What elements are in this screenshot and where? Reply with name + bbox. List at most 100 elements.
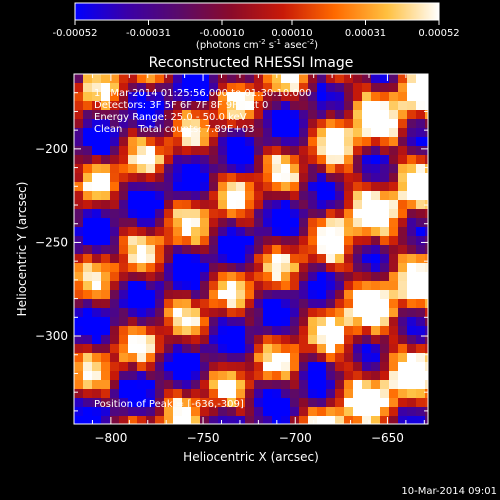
heatmap-cell — [371, 290, 381, 300]
heatmap-cell — [389, 191, 399, 201]
heatmap-cell — [83, 344, 93, 354]
heatmap-cell — [398, 335, 408, 345]
heatmap-cell — [326, 110, 336, 120]
heatmap-cell — [380, 236, 390, 246]
heatmap-cell — [119, 245, 129, 255]
heatmap-cell — [272, 227, 282, 237]
heatmap-cell — [74, 155, 84, 165]
heatmap-cell — [353, 380, 363, 390]
heatmap-cell — [74, 101, 84, 111]
heatmap-cell — [209, 371, 219, 381]
heatmap-cell — [299, 209, 309, 219]
heatmap-cell — [272, 281, 282, 291]
heatmap-cell — [398, 218, 408, 228]
heatmap-cell — [317, 218, 327, 228]
heatmap-cell — [290, 389, 300, 399]
heatmap-cell — [380, 200, 390, 210]
heatmap-cell — [227, 254, 237, 264]
heatmap-cell — [407, 173, 417, 183]
heatmap-cell — [272, 74, 282, 84]
heatmap-cell — [173, 173, 183, 183]
heatmap-cell — [164, 83, 174, 93]
heatmap-cell — [344, 308, 354, 318]
heatmap-cell — [209, 380, 219, 390]
heatmap-cell — [128, 353, 138, 363]
heatmap-cell — [119, 299, 129, 309]
heatmap-cell — [128, 272, 138, 282]
heatmap-cell — [353, 290, 363, 300]
heatmap-cell — [155, 164, 165, 174]
heatmap-cell — [245, 371, 255, 381]
heatmap-cell — [101, 155, 111, 165]
heatmap-cell — [362, 92, 372, 102]
heatmap-cell — [110, 353, 120, 363]
heatmap-cell — [155, 119, 165, 129]
heatmap-cell — [326, 326, 336, 336]
heatmap-cell — [326, 299, 336, 309]
heatmap-cell — [218, 335, 228, 345]
heatmap-cell — [119, 380, 129, 390]
heatmap-cell — [92, 407, 102, 417]
heatmap-cell — [227, 353, 237, 363]
heatmap-cell — [263, 281, 273, 291]
heatmap-cell — [227, 281, 237, 291]
heatmap-cell — [317, 119, 327, 129]
heatmap-cell — [425, 236, 428, 246]
heatmap-cell — [119, 92, 129, 102]
heatmap-cell — [263, 209, 273, 219]
heatmap-cell — [281, 416, 291, 424]
heatmap-cell — [164, 344, 174, 354]
heatmap-cell — [326, 92, 336, 102]
heatmap-cell — [182, 146, 192, 156]
heatmap-cell — [326, 344, 336, 354]
heatmap-cell — [389, 344, 399, 354]
heatmap-cell — [146, 254, 156, 264]
heatmap-cell — [344, 263, 354, 273]
heatmap-cell — [110, 308, 120, 318]
heatmap-cell — [227, 398, 237, 408]
heatmap-cell — [407, 389, 417, 399]
heatmap-cell — [83, 218, 93, 228]
heatmap-cell — [83, 263, 93, 273]
heatmap-cell — [254, 200, 264, 210]
heatmap-cell — [218, 371, 228, 381]
heatmap-cell — [92, 281, 102, 291]
heatmap-cell — [164, 272, 174, 282]
heatmap-cell — [155, 326, 165, 336]
heatmap-cell — [101, 128, 111, 138]
heatmap-cell — [317, 155, 327, 165]
heatmap-cell — [164, 146, 174, 156]
heatmap-cell — [155, 407, 165, 417]
heatmap-cell — [227, 110, 237, 120]
heatmap-cell — [335, 362, 345, 372]
heatmap-cell — [191, 182, 201, 192]
heatmap-cell — [164, 191, 174, 201]
heatmap-cell — [146, 362, 156, 372]
heatmap-cell — [191, 200, 201, 210]
heatmap-cell — [344, 290, 354, 300]
heatmap-cell — [101, 137, 111, 147]
heatmap-cell — [92, 191, 102, 201]
heatmap-cell — [182, 191, 192, 201]
heatmap-cell — [200, 74, 210, 84]
heatmap-cell — [137, 290, 147, 300]
heatmap-cell — [101, 371, 111, 381]
heatmap-cell — [218, 398, 228, 408]
heatmap-cell — [281, 353, 291, 363]
heatmap-cell — [263, 92, 273, 102]
heatmap-cell — [344, 236, 354, 246]
heatmap-cell — [281, 407, 291, 417]
heatmap-cell — [353, 110, 363, 120]
heatmap-cell — [101, 335, 111, 345]
heatmap-cell — [200, 272, 210, 282]
heatmap-cell — [146, 281, 156, 291]
heatmap-cell — [119, 281, 129, 291]
heatmap-cell — [74, 137, 84, 147]
heatmap-cell — [92, 362, 102, 372]
heatmap-cell — [209, 182, 219, 192]
heatmap-cell — [335, 272, 345, 282]
heatmap-cell — [155, 371, 165, 381]
heatmap-cell — [92, 317, 102, 327]
heatmap-cell — [335, 92, 345, 102]
heatmap-cell — [362, 218, 372, 228]
